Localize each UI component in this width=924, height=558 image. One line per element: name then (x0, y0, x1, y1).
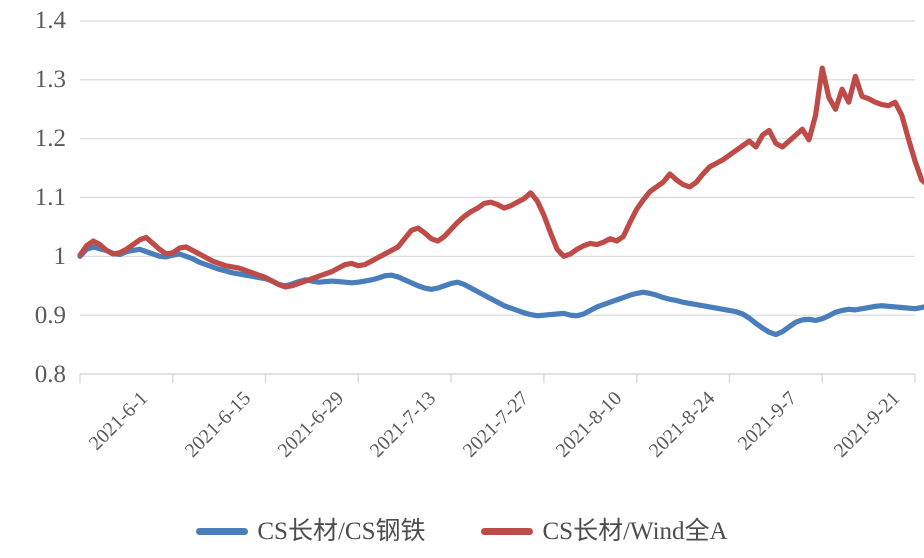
legend-label-cs-steel: CS长材/CS钢铁 (257, 517, 426, 545)
legend-item-wind-a[interactable]: CS长材/Wind全A (481, 517, 728, 545)
legend-item-cs-steel[interactable]: CS长材/CS钢铁 (196, 519, 425, 544)
legend-swatch-red (481, 527, 534, 535)
series-lines (77, 65, 924, 338)
legend-label-wind-a: CS长材/Wind全A (542, 517, 728, 545)
series-line-red (77, 65, 924, 290)
y-axis: 1.4 1.3 1.2 1.1 1 0.9 0.8 (0, 0, 66, 400)
legend-swatch-blue (196, 527, 249, 535)
y-axis-label-1-2: 1.2 (34, 125, 66, 152)
chart-legend: CS长材/CS钢铁 CS长材/Wind全A (0, 508, 924, 554)
y-axis-label-0-8: 0.8 (34, 361, 66, 388)
y-axis-label-1-3: 1.3 (34, 66, 66, 93)
y-axis-label-1-4: 1.4 (34, 7, 66, 34)
x-axis-tick-marks (79, 374, 916, 383)
y-axis-label-0-9: 0.9 (34, 302, 66, 329)
series-line-blue (77, 244, 924, 338)
y-axis-label-1-1: 1.1 (34, 184, 66, 211)
y-axis-label-1: 1 (53, 243, 67, 270)
gridlines (80, 20, 915, 375)
